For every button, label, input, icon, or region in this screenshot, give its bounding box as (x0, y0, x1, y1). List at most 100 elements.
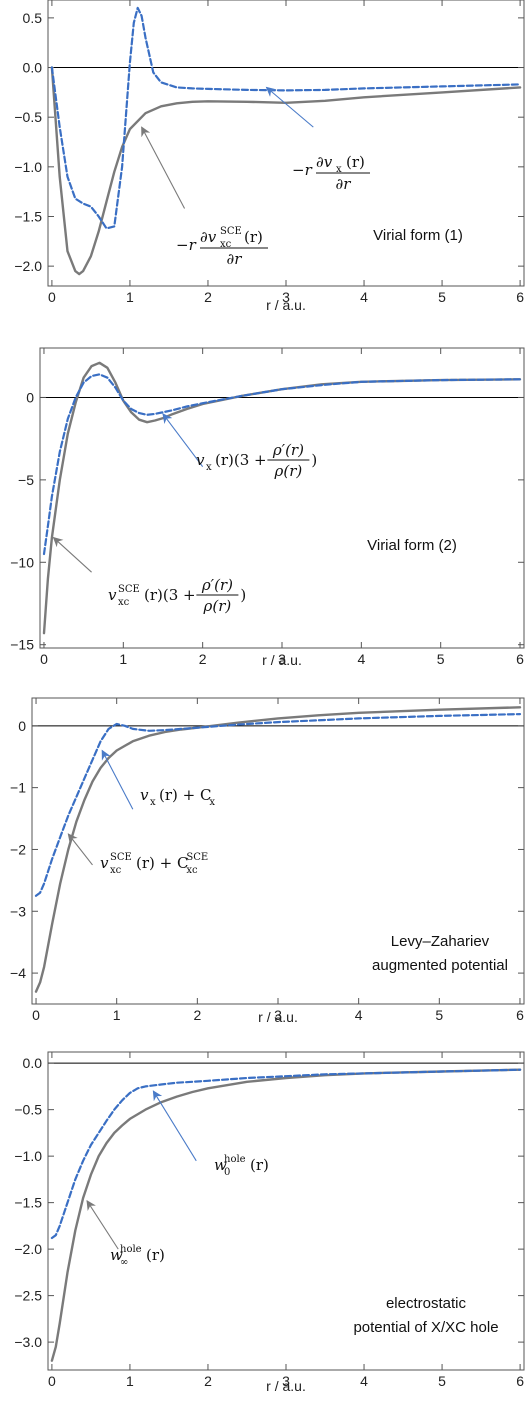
x-tick-label: 4 (355, 1007, 363, 1023)
y-tick-label: −15 (10, 637, 34, 653)
x-tick-label: 2 (193, 1007, 201, 1023)
y-tick-label: −3 (10, 903, 26, 919)
panel-caption: Virial form (1) (373, 227, 463, 244)
label-glyph: ) (311, 451, 317, 469)
x-tick-label: 2 (204, 289, 212, 305)
x-tick-label: 3 (278, 651, 286, 667)
label-glyph: w (110, 1246, 123, 1264)
x-axis-label: r / a.u. (266, 297, 306, 313)
series-line-dashed-blue (50, 1068, 522, 1240)
y-tick-label: −3.0 (14, 1334, 42, 1350)
chart-panel-4: 0 1 2 3 4 5 6 0.0 −0.5 −1.0 −1.5 −2.0 −2.5 −3.0 r / a.… (14, 1051, 525, 1394)
series-line-dashed-blue (42, 373, 522, 556)
x-tick-label: 5 (437, 651, 445, 667)
x-tick-label: 6 (516, 289, 524, 305)
x-tick-label: 1 (119, 651, 127, 667)
series-line-dashed-blue (34, 712, 522, 897)
series-line-solid-grey (50, 1068, 522, 1362)
label-glyph: ∂r (336, 175, 352, 193)
x-tick-label: 6 (516, 1007, 524, 1023)
label-glyph: x (150, 797, 156, 808)
x-axis-label: r / a.u. (266, 1378, 306, 1394)
x-tick-label: 1 (113, 1007, 121, 1023)
panel-caption: Levy–Zahariev (391, 933, 490, 950)
chart-panel-3: 0 1 2 3 4 5 6 0 −1 −2 −3 −4 r / a.u. Levy–Zahariev aug… (10, 697, 525, 1025)
x-tick-label: 4 (360, 1373, 368, 1389)
annotation-label-blue: v x (r)(3 + ρ′(r) ρ(r)) (196, 441, 317, 480)
label-glyph: x (209, 797, 215, 808)
label-glyph: −r (292, 161, 313, 179)
label-glyph: ∞ (120, 1257, 128, 1268)
chart-panel-2: 0 1 2 3 4 5 6 0 −5 −10 −15 r / a.u. Virial form (2) v… (10, 347, 525, 668)
series-line-solid-grey (34, 706, 522, 993)
label-glyph: SCE (186, 852, 208, 863)
label-glyph: v (196, 451, 205, 469)
label-glyph: w (214, 1156, 227, 1174)
label-glyph: ) (240, 586, 246, 604)
label-glyph: 0 (224, 1167, 230, 1178)
label-glyph: x (206, 462, 212, 473)
x-tick-label: 4 (360, 289, 368, 305)
label-glyph: SCE (220, 226, 242, 237)
label-glyph: hole (120, 1244, 142, 1255)
y-tick-label: 0.0 (23, 1055, 43, 1071)
annotation-arrow-blue (101, 749, 134, 810)
y-tick-label: −0.5 (14, 109, 42, 125)
x-tick-label: 1 (126, 289, 134, 305)
annotation-label-blue: −r ∂v x (r) ∂r (292, 153, 370, 193)
label-glyph: xc (118, 597, 130, 608)
label-glyph: (r)(3 + (215, 451, 267, 469)
y-tick-label: −5 (18, 472, 34, 488)
annotation-arrow-grey (141, 126, 186, 209)
y-tick-label: 0.5 (23, 10, 43, 26)
y-tick-label: −10 (10, 554, 34, 570)
x-tick-label: 0 (32, 1007, 40, 1023)
x-tick-label: 6 (516, 651, 524, 667)
label-glyph: ρ(r) (203, 597, 232, 615)
label-glyph: (r)(3 + (144, 586, 196, 604)
series-line-solid-grey (50, 66, 522, 276)
annotation-label-blue: v x (r) + Cx (140, 786, 215, 808)
label-glyph: xc (110, 865, 122, 876)
annotation-arrow-grey (67, 833, 93, 866)
panel-caption: Virial form (2) (367, 537, 457, 554)
y-tick-label: 0.0 (23, 60, 43, 76)
y-tick-label: 0 (18, 718, 26, 734)
label-glyph: ρ′(r) (201, 576, 233, 594)
label-glyph: (r) + C (136, 854, 188, 872)
annotation-arrow-blue (162, 413, 204, 468)
x-tick-label: 3 (282, 289, 290, 305)
annotation-label-grey: v SCE xc (r)(3 + ρ′(r) ρ(r)) (108, 576, 246, 615)
y-tick-label: −1.5 (14, 1195, 42, 1211)
label-glyph: ∂v (200, 228, 217, 246)
label-glyph: SCE (110, 852, 132, 863)
x-tick-label: 5 (438, 289, 446, 305)
chart-panel-1: 0 1 2 3 4 5 6 0.5 0.0 −0.5 −1.0 −1.5 −2.0 r / a.u. Vir… (14, 0, 525, 313)
x-axis-label: r / a.u. (262, 652, 302, 668)
label-glyph: v (108, 586, 117, 604)
y-tick-label: −1 (10, 780, 26, 796)
y-tick-label: −2.0 (14, 1241, 42, 1257)
label-glyph: −r (176, 236, 197, 254)
label-glyph: hole (224, 1154, 246, 1165)
x-tick-label: 2 (199, 651, 207, 667)
x-tick-label: 6 (516, 1373, 524, 1389)
x-tick-label: 2 (204, 1373, 212, 1389)
annotation-label-grey: −r ∂v SCE xc (r)∂r (176, 226, 268, 268)
label-glyph: (r) (244, 228, 263, 246)
y-tick-label: −1.0 (14, 1148, 42, 1164)
panel-caption: potential of X/XC hole (353, 1319, 498, 1336)
x-tick-label: 5 (435, 1007, 443, 1023)
label-glyph: x (336, 164, 342, 175)
x-tick-label: 0 (40, 651, 48, 667)
x-tick-label: 1 (126, 1373, 134, 1389)
x-tick-label: 5 (438, 1373, 446, 1389)
label-glyph: v (140, 786, 149, 804)
y-tick-label: −4 (10, 965, 26, 981)
x-tick-label: 0 (48, 1373, 56, 1389)
annotation-arrow-grey (52, 536, 92, 573)
